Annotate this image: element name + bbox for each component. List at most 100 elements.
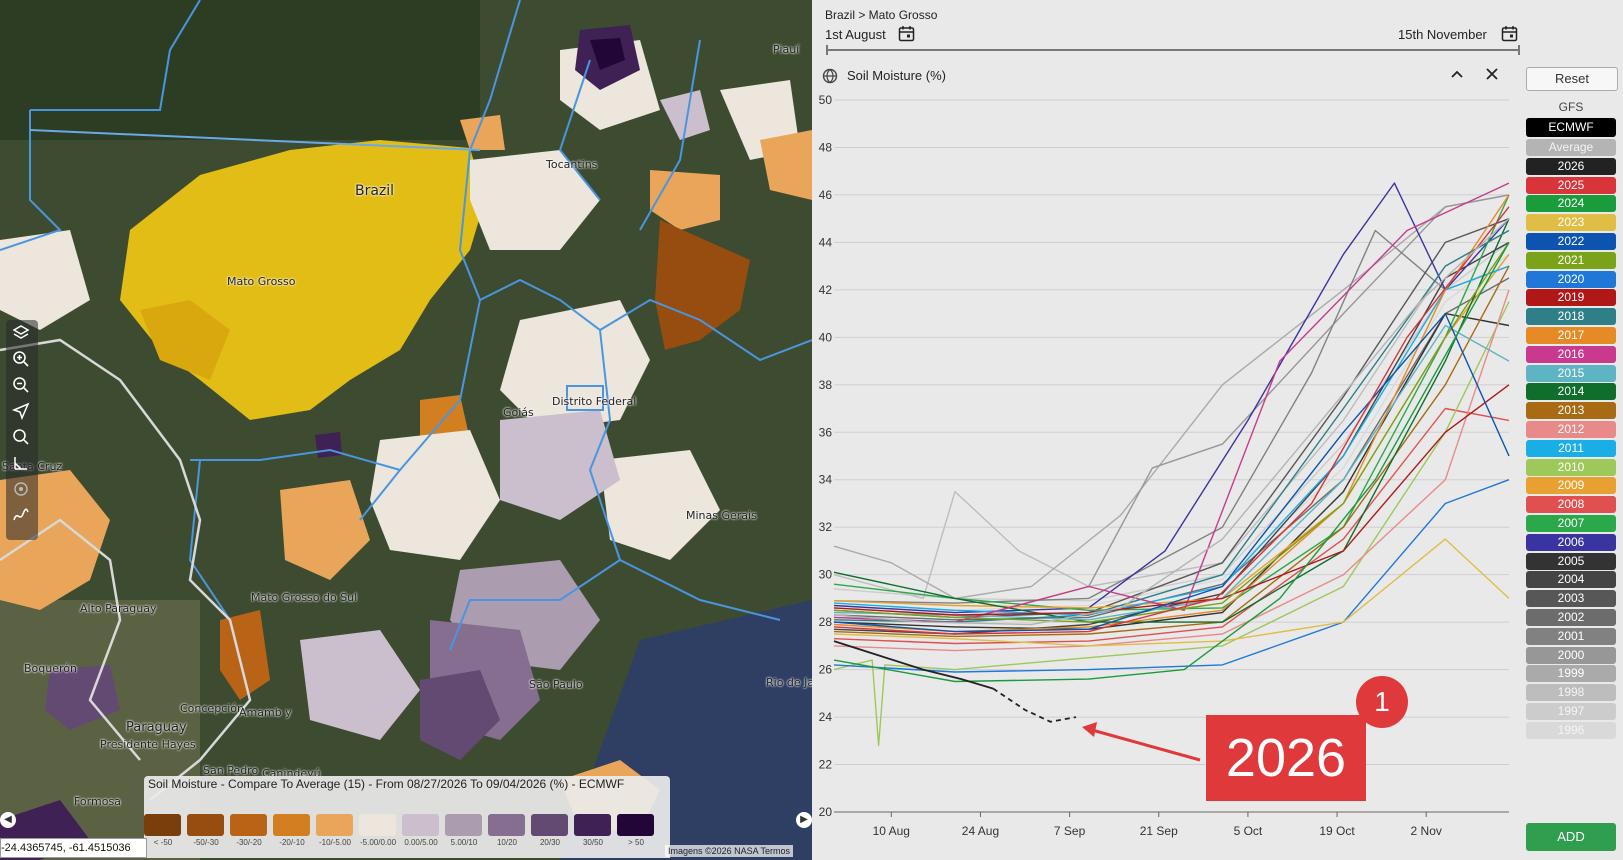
collapse-chevron-icon[interactable] bbox=[1449, 66, 1465, 87]
series-toggle-2012[interactable]: 2012 bbox=[1526, 421, 1616, 438]
series-line-1999 bbox=[833, 194, 1510, 600]
y-tick-label: 46 bbox=[819, 188, 833, 202]
series-line-2026 bbox=[992, 687, 1077, 723]
search-icon[interactable] bbox=[12, 428, 32, 448]
series-line-2013 bbox=[833, 265, 1510, 638]
legend-swatch-label: 20/30 bbox=[539, 838, 561, 847]
close-icon[interactable] bbox=[1484, 66, 1500, 87]
series-toggle-1998[interactable]: 1998 bbox=[1526, 684, 1616, 702]
map-label-distrito-federal: Distrito Federal bbox=[552, 395, 637, 408]
y-tick-label: 50 bbox=[819, 93, 833, 107]
end-calendar-icon[interactable] bbox=[1501, 25, 1518, 47]
series-toggle-2009[interactable]: 2009 bbox=[1526, 477, 1616, 495]
series-toggle-2000[interactable]: 2000 bbox=[1526, 646, 1616, 664]
series-toggle-2019[interactable]: 2019 bbox=[1526, 289, 1616, 307]
x-tick-label: 24 Aug bbox=[962, 824, 999, 838]
map-label-paraguay: Paraguay bbox=[126, 720, 187, 735]
y-tick-label: 20 bbox=[819, 805, 833, 819]
map-label-rio-de-janeiro: Rio de Ja bbox=[766, 676, 812, 689]
map-label-amambay: Amamb y bbox=[239, 706, 292, 719]
legend-swatch-label: 0.00/5.00 bbox=[404, 838, 438, 847]
y-tick-label: 28 bbox=[819, 615, 833, 629]
legend-swatch bbox=[402, 814, 439, 836]
annotation-arrow-head bbox=[1082, 722, 1097, 737]
legend-swatch bbox=[488, 814, 525, 836]
series-toggle-2006[interactable]: 2006 bbox=[1526, 533, 1616, 551]
y-tick-label: 32 bbox=[819, 520, 833, 534]
series-toggle-average[interactable]: Average bbox=[1526, 139, 1616, 156]
legend-swatch bbox=[144, 814, 181, 836]
legend-swatch-label: -5.00/0.00 bbox=[359, 838, 397, 847]
legend-swatch-label: > 50 bbox=[628, 838, 644, 847]
target-icon[interactable] bbox=[12, 480, 32, 500]
zoom-in-icon[interactable] bbox=[12, 350, 32, 370]
series-toggle-1996[interactable]: 1996 bbox=[1526, 721, 1616, 739]
map-scroll-left-icon[interactable]: ◀ bbox=[0, 812, 16, 828]
start-date[interactable]: 1st August bbox=[825, 27, 886, 42]
series-toggle-2008[interactable]: 2008 bbox=[1526, 496, 1616, 514]
series-line-1998 bbox=[833, 229, 1510, 600]
series-line-2022 bbox=[833, 312, 1510, 633]
series-line-2012 bbox=[833, 289, 1510, 652]
navigate-icon[interactable] bbox=[12, 402, 32, 422]
series-toggle-2015[interactable]: 2015 bbox=[1526, 364, 1616, 382]
end-date[interactable]: 15th November bbox=[1398, 27, 1487, 42]
ruler-icon[interactable] bbox=[12, 454, 32, 474]
legend-swatch-label: -10/-5.00 bbox=[318, 838, 352, 847]
series-toggle-2002[interactable]: 2002 bbox=[1526, 609, 1616, 626]
series-toggle-2023[interactable]: 2023 bbox=[1526, 214, 1616, 232]
series-toggle-2007[interactable]: 2007 bbox=[1526, 515, 1616, 532]
series-toggle-2005[interactable]: 2005 bbox=[1526, 552, 1616, 570]
series-toggle-2011[interactable]: 2011 bbox=[1526, 439, 1616, 457]
coordinates-readout: -24.4365745, -61.4515036 bbox=[0, 838, 147, 858]
gfs-source-button[interactable]: GFS bbox=[1558, 100, 1584, 114]
map-attribution: Imagens ©2026 NASA Termos bbox=[665, 845, 794, 857]
reset-button[interactable]: Reset bbox=[1526, 67, 1618, 91]
series-toggle-2016[interactable]: 2016 bbox=[1526, 345, 1616, 363]
series-line-2010 bbox=[833, 301, 1510, 747]
series-toggle-2026[interactable]: 2026 bbox=[1526, 157, 1616, 175]
series-toggle-1997[interactable]: 1997 bbox=[1526, 703, 1616, 720]
breadcrumb[interactable]: Brazil > Mato Grosso bbox=[825, 8, 938, 22]
y-tick-label: 36 bbox=[819, 425, 833, 439]
soil-moisture-chart[interactable]: 20 22 24 26 28 30 32 34 36 38 40 42 44 46 48 50 10 Aug 24… bbox=[812, 0, 1522, 860]
legend-swatch bbox=[359, 814, 396, 836]
annotation-badge: 1 bbox=[1356, 676, 1408, 728]
map-view[interactable]: Piauí Tocantins Brazil Mato Grosso Goiás… bbox=[0, 0, 812, 860]
y-tick-label: 38 bbox=[819, 378, 833, 392]
series-toggle-2024[interactable]: 2024 bbox=[1526, 195, 1616, 213]
series-toggle-2025[interactable]: 2025 bbox=[1526, 176, 1616, 194]
series-toggle-2017[interactable]: 2017 bbox=[1526, 327, 1616, 344]
map-legend: Soil Moisture - Compare To Average (15) … bbox=[144, 776, 670, 858]
series-toggle-1999[interactable]: 1999 bbox=[1526, 665, 1616, 683]
map-scroll-right-icon[interactable]: ▶ bbox=[796, 812, 812, 828]
series-toggle-2018[interactable]: 2018 bbox=[1526, 308, 1616, 326]
add-button[interactable]: ADD bbox=[1526, 823, 1616, 851]
legend-swatch bbox=[316, 814, 353, 836]
zoom-out-icon[interactable] bbox=[12, 376, 32, 396]
series-line-2014 bbox=[833, 218, 1510, 623]
layers-icon[interactable] bbox=[12, 324, 32, 344]
legend-swatch-label: -50/-30 bbox=[193, 838, 219, 847]
y-tick-label: 22 bbox=[819, 758, 833, 772]
map-label-goias: Goiás bbox=[503, 406, 534, 419]
series-toggle-2001[interactable]: 2001 bbox=[1526, 627, 1616, 645]
date-range-slider[interactable] bbox=[826, 45, 1520, 55]
series-toggle-2022[interactable]: 2022 bbox=[1526, 233, 1616, 250]
series-toggle-2004[interactable]: 2004 bbox=[1526, 571, 1616, 589]
series-toggle-2010[interactable]: 2010 bbox=[1526, 458, 1616, 476]
map-label-concepcion: Concepción bbox=[180, 702, 244, 715]
series-toggle-2020[interactable]: 2020 bbox=[1526, 270, 1616, 288]
draw-icon[interactable] bbox=[12, 506, 32, 526]
legend-swatch bbox=[617, 814, 654, 836]
series-toggle-2003[interactable]: 2003 bbox=[1526, 590, 1616, 608]
series-toggle-2013[interactable]: 2013 bbox=[1526, 402, 1616, 420]
ecmwf-source-button[interactable]: ECMWF bbox=[1526, 118, 1616, 137]
legend-swatch-label: 5.00/10 bbox=[450, 838, 478, 847]
series-toggle-2014[interactable]: 2014 bbox=[1526, 383, 1616, 401]
start-calendar-icon[interactable] bbox=[898, 25, 915, 47]
annotation-callout: 2026 bbox=[1206, 715, 1366, 801]
map-label-mato-grosso-do-sul: Mato Grosso do Sul bbox=[251, 591, 358, 604]
map-label-tocantins: Tocantins bbox=[546, 158, 598, 171]
series-toggle-2021[interactable]: 2021 bbox=[1526, 251, 1616, 269]
